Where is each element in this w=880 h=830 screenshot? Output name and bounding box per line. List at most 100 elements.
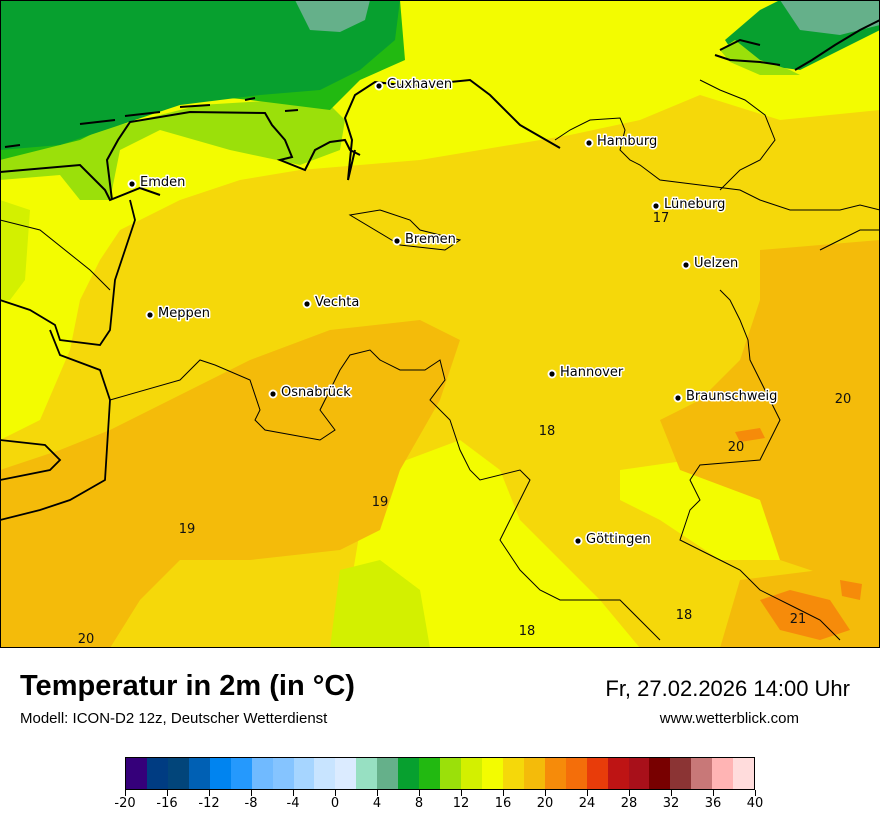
legend-swatch — [146, 758, 168, 789]
city-label: Cuxhaven — [387, 77, 452, 92]
legend-tick-label: -4 — [286, 796, 300, 811]
legend-tick — [293, 790, 294, 796]
city-label: Göttingen — [586, 532, 651, 547]
legend-swatch — [670, 758, 692, 789]
legend-tick-label: 12 — [452, 796, 470, 811]
legend-swatch — [461, 758, 482, 789]
field-12-14-south — [330, 560, 430, 648]
city-markers: Cuxhaven Hamburg Emden Lüneburg Bremen Uelzen… — [127, 76, 779, 549]
city-marker: Lüneburg — [651, 196, 727, 214]
field-4-6-baltic — [780, 0, 880, 35]
legend-tick — [419, 790, 420, 796]
field-10-12-coast — [0, 100, 345, 200]
temperature-value-label: 18 — [539, 424, 556, 439]
city-dot-icon — [675, 395, 681, 401]
city-label: Osnabrück — [281, 385, 351, 400]
city-label: Hamburg — [597, 134, 657, 149]
legend-tick-label: -8 — [244, 796, 258, 811]
city-label: Lüneburg — [664, 197, 725, 212]
website-link[interactable]: www.wetterblick.com — [659, 710, 799, 727]
legend-tick-label: -16 — [156, 796, 178, 811]
legend-swatch — [607, 758, 629, 789]
legend-tick-label: 8 — [414, 796, 424, 811]
model-subtitle: Modell: ICON-D2 12z, Deutscher Wetterdie… — [20, 710, 328, 727]
coastlines — [0, 19, 880, 521]
city-dot-icon — [270, 391, 276, 397]
legend-swatch — [586, 758, 608, 789]
city-marker: Vechta — [302, 294, 361, 312]
map-canvas: Cuxhaven Hamburg Emden Lüneburg Bremen Uelzen… — [0, 0, 880, 648]
legend-swatch — [251, 758, 273, 789]
legend-tick — [713, 790, 714, 796]
legend-tick — [755, 790, 756, 796]
legend-swatch — [356, 758, 378, 789]
legend-swatch — [544, 758, 566, 789]
temperature-value-label: 20 — [835, 392, 852, 407]
legend-tick — [251, 790, 252, 796]
legend-tick-label: 40 — [746, 796, 764, 811]
city-dot-icon — [376, 83, 382, 89]
legend-tick-label: 32 — [662, 796, 680, 811]
temperature-value-label: 19 — [179, 522, 196, 537]
legend-swatch — [712, 758, 734, 789]
legend-swatch — [502, 758, 524, 789]
temperature-value-label: 20 — [728, 440, 745, 455]
city-marker: Hamburg — [584, 133, 659, 151]
legend-tick-label: 20 — [536, 796, 554, 811]
legend-swatch — [335, 758, 357, 789]
city-marker: Uelzen — [681, 255, 740, 273]
field-20-22-patch — [840, 580, 862, 600]
legend-tick — [209, 790, 210, 796]
legend-swatch — [565, 758, 587, 789]
legend-tick — [377, 790, 378, 796]
city-marker: Cuxhaven — [374, 76, 454, 94]
temperature-map: Cuxhaven Hamburg Emden Lüneburg Bremen Uelzen… — [0, 0, 880, 648]
legend-tick-label: 36 — [704, 796, 722, 811]
legend-tick — [461, 790, 462, 796]
city-dot-icon — [575, 538, 581, 544]
temperature-value-label: 18 — [676, 608, 693, 623]
city-dot-icon — [394, 238, 400, 244]
legend-swatch — [398, 758, 420, 789]
legend-tick-label: 28 — [620, 796, 638, 811]
legend-tick — [167, 790, 168, 796]
legend-swatch — [126, 758, 147, 789]
city-marker: Braunschweig — [673, 388, 779, 406]
state-borders — [0, 79, 880, 641]
city-dot-icon — [586, 140, 592, 146]
legend-swatch — [272, 758, 294, 789]
city-label: Bremen — [405, 232, 456, 247]
legend-tick-label: 16 — [494, 796, 512, 811]
city-label: Emden — [140, 175, 185, 190]
field-4-6-north-sea — [295, 0, 370, 32]
temperature-value-label: 18 — [519, 624, 536, 639]
field-12-14-west — [0, 200, 30, 300]
legend-tick-label: 0 — [330, 796, 340, 811]
color-legend-ticks: -20 -16 -12 -8 -4 0 4 8 12 16 20 24 28 32 36 40 — [114, 790, 763, 820]
legend-tick-label: -12 — [198, 796, 220, 811]
legend-swatch — [419, 758, 441, 789]
field-6-8-north-sea — [0, 0, 400, 150]
legend-swatch — [649, 758, 671, 789]
legend-swatch — [188, 758, 210, 789]
valid-datetime: Fr, 27.02.2026 14:00 Uhr — [605, 676, 850, 701]
temperature-value-label: 19 — [372, 495, 389, 510]
city-dot-icon — [549, 371, 555, 377]
legend-tick — [587, 790, 588, 796]
map-title: Temperatur in 2m (in °C) — [20, 670, 355, 702]
field-20-22-patch-2 — [735, 428, 765, 442]
city-marker: Emden — [127, 174, 187, 192]
legend-swatch — [209, 758, 231, 789]
city-dot-icon — [304, 301, 310, 307]
legend-swatch — [314, 758, 336, 789]
legend-swatch — [628, 758, 650, 789]
legend-swatch — [691, 758, 713, 789]
field-10-12-baltic — [720, 40, 800, 75]
value-labels: 17 20 18 20 19 19 18 21 18 20 — [78, 211, 852, 647]
legend-tick — [335, 790, 336, 796]
city-marker: Göttingen — [573, 531, 652, 549]
legend-tick — [125, 790, 126, 796]
temperature-value-label: 21 — [790, 612, 807, 627]
city-dot-icon — [147, 312, 153, 318]
city-marker: Meppen — [145, 305, 211, 323]
